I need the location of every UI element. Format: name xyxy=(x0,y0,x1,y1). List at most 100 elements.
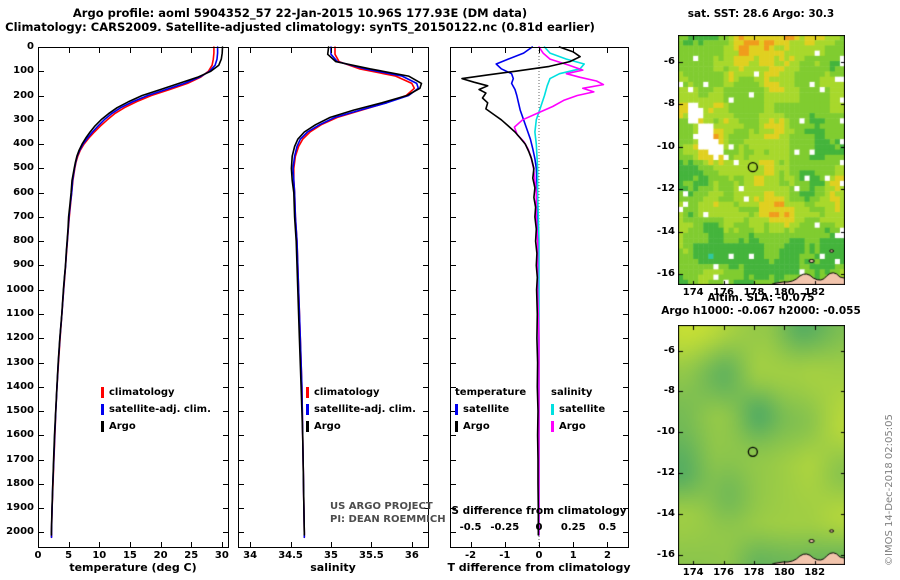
legend-label: satellite xyxy=(559,404,606,415)
tick-label: 34 xyxy=(243,550,258,561)
tick-label: 700 xyxy=(13,210,34,222)
legend-item: climatology xyxy=(101,384,211,401)
tick-label: -2 xyxy=(464,550,477,561)
temperature-axis-label: temperature (deg C) xyxy=(69,561,197,574)
tick-label: 178 xyxy=(743,567,765,578)
tick-label: 1100 xyxy=(6,307,34,319)
s-difference-axis-label: S difference from climatology xyxy=(451,505,627,517)
legend-marker xyxy=(551,404,554,415)
tick-label: -14 xyxy=(656,225,675,237)
tick-label: -1 xyxy=(499,550,511,561)
tick-label: -6 xyxy=(663,344,675,356)
tick-label: 5 xyxy=(65,550,73,561)
legend-item: Argo xyxy=(455,418,526,435)
tick-label: 1900 xyxy=(6,502,34,514)
tick-label: -0.25 xyxy=(490,522,520,533)
tick-label: 180 xyxy=(773,287,795,298)
tick-label: 178 xyxy=(743,287,765,298)
tick-label: -16 xyxy=(656,268,675,280)
sst-map xyxy=(678,35,845,285)
legend-marker xyxy=(455,421,458,432)
legend-label: salinity xyxy=(551,387,593,398)
legend-marker xyxy=(101,404,104,415)
tick-label: 400 xyxy=(13,138,34,150)
tick-label: 1800 xyxy=(6,477,34,489)
tick-label: 176 xyxy=(713,287,734,298)
legend-marker xyxy=(455,404,458,415)
legend-item: satellite-adj. clim. xyxy=(101,401,211,418)
tick-label: 200 xyxy=(13,89,34,101)
legend-diff-salinity: salinity satellite Argo xyxy=(551,384,605,435)
tick-label: 176 xyxy=(713,567,734,578)
legend-label: satellite-adj. clim. xyxy=(314,404,416,415)
legend-marker xyxy=(101,387,104,398)
legend-item: satellite xyxy=(455,401,526,418)
sla-map xyxy=(678,325,845,565)
tick-label: 35 xyxy=(324,550,338,561)
tick-label: 15 xyxy=(122,550,137,561)
legend-label: Argo xyxy=(559,421,586,432)
legend-label: Argo xyxy=(109,421,136,432)
legend-group-title: salinity xyxy=(551,384,605,401)
tick-label: -16 xyxy=(656,548,675,560)
tick-label: 1 xyxy=(569,550,577,561)
tick-label: -0.5 xyxy=(459,522,482,533)
legend-marker xyxy=(306,404,309,415)
tick-label: 25 xyxy=(184,550,199,561)
tick-label: 300 xyxy=(13,113,34,125)
tick-label: 0.5 xyxy=(598,522,617,533)
legend-item: Argo xyxy=(306,418,416,435)
tick-label: 182 xyxy=(804,287,826,298)
tick-label: -12 xyxy=(656,467,675,479)
tick-label: 30 xyxy=(214,550,229,561)
tick-label: 0.25 xyxy=(560,522,586,533)
legend-marker xyxy=(551,421,554,432)
tick-label: 1200 xyxy=(6,332,34,344)
legend-marker xyxy=(306,387,309,398)
tick-label: 0 xyxy=(535,550,543,561)
t-difference-axis-label: T difference from climatology xyxy=(447,561,631,574)
legend-label: climatology xyxy=(314,387,380,398)
legend-group-title: temperature xyxy=(455,384,526,401)
legend-label: temperature xyxy=(455,387,527,398)
tick-label: 800 xyxy=(13,235,34,247)
legend-item: Argo xyxy=(101,418,211,435)
tick-label: -6 xyxy=(663,55,675,67)
tick-label: 600 xyxy=(13,186,34,198)
tick-label: -8 xyxy=(663,98,675,110)
tick-label: 1400 xyxy=(6,380,34,392)
legend-salinity-panel: climatology satellite-adj. clim. Argo xyxy=(306,384,416,435)
tick-label: 174 xyxy=(682,287,704,298)
salinity-axis-label: salinity xyxy=(310,561,356,574)
figure-title-line2: Climatology: CARS2009. Satellite-adjuste… xyxy=(5,20,595,34)
tick-label: 2 xyxy=(603,550,611,561)
tick-label: 20 xyxy=(153,550,168,561)
legend-label: satellite xyxy=(463,404,510,415)
legend-marker xyxy=(101,421,104,432)
tick-label: 2000 xyxy=(6,526,34,538)
legend-diff-temperature: temperature satellite Argo xyxy=(455,384,526,435)
legend-marker xyxy=(306,421,309,432)
sst-map-title: sat. SST: 28.6 Argo: 30.3 xyxy=(687,8,835,20)
tick-label: -10 xyxy=(656,426,675,438)
tick-label: 0 xyxy=(27,41,34,52)
legend-label: Argo xyxy=(314,421,341,432)
legend-label: climatology xyxy=(109,387,175,398)
legend-label: satellite-adj. clim. xyxy=(109,404,211,415)
tick-label: 34.5 xyxy=(278,550,303,561)
tick-label: 182 xyxy=(804,567,826,578)
tick-label: 1600 xyxy=(6,429,34,441)
sla-map-title-line1: Altim. SLA: -0.075 xyxy=(707,292,815,304)
tick-label: 36 xyxy=(404,550,419,561)
legend-item: satellite xyxy=(551,401,605,418)
sla-map-title-line2: Argo h1000: -0.067 h2000: -0.055 xyxy=(661,305,861,317)
tick-label: 100 xyxy=(13,65,34,77)
tick-label: 1300 xyxy=(6,356,34,368)
tick-label: -10 xyxy=(656,140,675,152)
tick-label: 500 xyxy=(13,162,34,174)
tick-label: 900 xyxy=(13,259,34,271)
tick-label: 35.5 xyxy=(359,550,384,561)
legend-item: satellite-adj. clim. xyxy=(306,401,416,418)
figure-title-line1: Argo profile: aoml 5904352_57 22-Jan-201… xyxy=(72,6,528,20)
